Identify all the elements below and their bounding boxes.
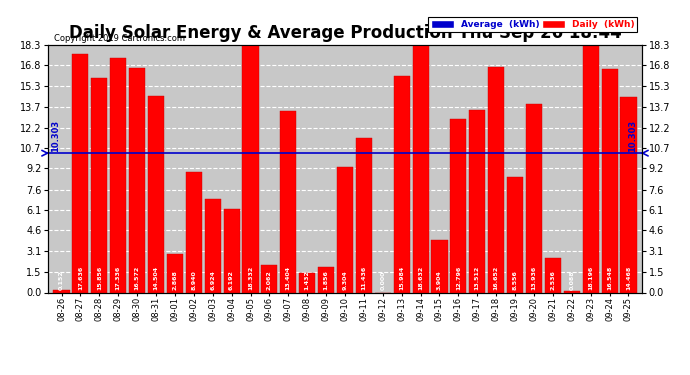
Bar <box>148 96 164 292</box>
Bar <box>602 69 618 292</box>
Bar <box>72 54 88 292</box>
Bar <box>262 265 277 292</box>
Text: 8.556: 8.556 <box>513 271 518 291</box>
Bar <box>337 166 353 292</box>
Bar <box>299 273 315 292</box>
Text: Copyright 2019 Cartronics.com: Copyright 2019 Cartronics.com <box>55 33 185 42</box>
Text: 8.940: 8.940 <box>191 271 197 291</box>
Bar <box>186 172 202 292</box>
Bar <box>224 209 239 292</box>
Bar <box>564 291 580 292</box>
Text: 16.572: 16.572 <box>135 266 139 291</box>
Text: 17.636: 17.636 <box>78 266 83 291</box>
Bar <box>526 104 542 292</box>
Text: 18.332: 18.332 <box>248 266 253 291</box>
Text: 12.796: 12.796 <box>456 266 461 291</box>
Text: 14.468: 14.468 <box>626 266 631 291</box>
Bar <box>545 258 561 292</box>
Bar <box>91 78 108 292</box>
Text: 11.436: 11.436 <box>362 266 366 291</box>
Text: 0.152: 0.152 <box>59 271 64 291</box>
Bar <box>451 120 466 292</box>
Text: 9.304: 9.304 <box>342 271 348 291</box>
Bar <box>167 254 183 292</box>
Bar <box>413 40 428 292</box>
Bar <box>318 267 334 292</box>
Bar <box>110 58 126 292</box>
Text: 2.536: 2.536 <box>551 271 555 291</box>
Text: 10.303: 10.303 <box>628 120 637 152</box>
Title: Daily Solar Energy & Average Production Thu Sep 26 18:44: Daily Solar Energy & Average Production … <box>68 24 622 42</box>
Legend: Average  (kWh), Daily  (kWh): Average (kWh), Daily (kWh) <box>428 17 637 32</box>
Text: 6.192: 6.192 <box>229 271 234 291</box>
Text: 10.303: 10.303 <box>51 120 60 152</box>
Text: 13.512: 13.512 <box>475 266 480 291</box>
Text: 17.336: 17.336 <box>116 266 121 291</box>
Text: 6.924: 6.924 <box>210 271 215 291</box>
Text: 2.868: 2.868 <box>172 271 177 291</box>
Bar <box>469 110 485 292</box>
Bar <box>431 240 448 292</box>
Text: 16.652: 16.652 <box>493 266 499 291</box>
Text: 18.632: 18.632 <box>418 266 423 291</box>
Bar <box>507 177 523 292</box>
Bar <box>129 68 145 292</box>
Bar <box>620 97 636 292</box>
Text: 1.432: 1.432 <box>305 271 310 291</box>
Bar <box>582 46 599 292</box>
Text: 13.936: 13.936 <box>531 266 537 291</box>
Text: 15.856: 15.856 <box>97 266 102 291</box>
Text: 0.088: 0.088 <box>569 271 574 291</box>
Text: 13.404: 13.404 <box>286 266 290 291</box>
Text: 16.548: 16.548 <box>607 266 612 291</box>
Text: 3.904: 3.904 <box>437 271 442 291</box>
Text: 15.984: 15.984 <box>400 266 404 291</box>
Text: 2.062: 2.062 <box>267 271 272 291</box>
Bar <box>54 291 70 292</box>
Bar <box>394 76 410 292</box>
Bar <box>280 111 296 292</box>
Text: 1.856: 1.856 <box>324 271 328 291</box>
Text: 0.000: 0.000 <box>380 271 385 291</box>
Text: 18.196: 18.196 <box>588 266 593 291</box>
Bar <box>488 67 504 292</box>
Bar <box>205 199 221 292</box>
Bar <box>356 138 372 292</box>
Text: 14.504: 14.504 <box>153 266 159 291</box>
Bar <box>242 45 259 292</box>
